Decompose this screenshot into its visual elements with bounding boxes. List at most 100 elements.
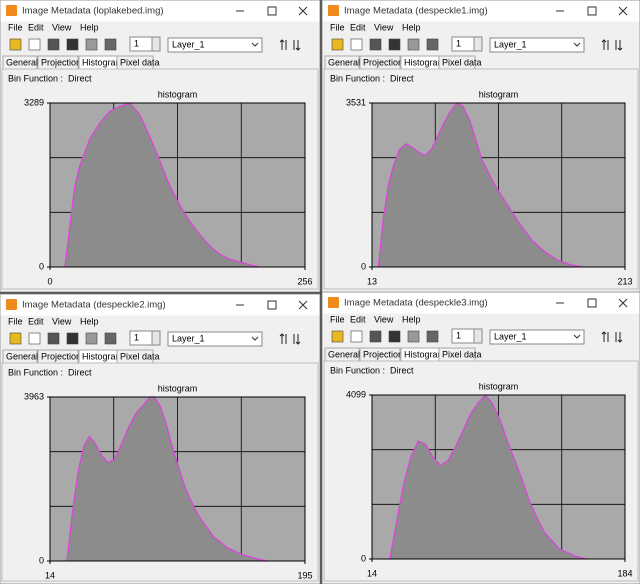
sort-button[interactable] xyxy=(279,39,287,50)
menu-item[interactable]: Help xyxy=(80,316,99,326)
toolbar-button[interactable] xyxy=(426,330,439,343)
y-tick-label: 0 xyxy=(39,261,44,271)
menu-item[interactable]: Help xyxy=(402,22,421,32)
tab-label: Pixel data xyxy=(120,57,160,67)
maximize-button[interactable] xyxy=(587,6,597,16)
toolbar-button[interactable] xyxy=(9,38,22,51)
close-button[interactable] xyxy=(618,298,628,308)
menu-item[interactable]: Edit xyxy=(350,314,366,324)
x-tick-label: 256 xyxy=(297,276,312,286)
y-tick-label: 3289 xyxy=(24,97,44,107)
menu-item[interactable]: View xyxy=(374,314,394,324)
toolbar-button[interactable] xyxy=(66,332,79,345)
sort-button[interactable] xyxy=(293,40,301,51)
toolbar-button[interactable] xyxy=(66,38,79,51)
maximize-button[interactable] xyxy=(267,6,277,16)
bin-function-label: Bin Function : xyxy=(330,73,385,83)
spinner-arrows[interactable] xyxy=(473,36,483,52)
menu-item[interactable]: File xyxy=(8,316,23,326)
toolbar-button[interactable] xyxy=(388,38,401,51)
layer-name: Layer_1 xyxy=(172,333,205,343)
tab-label: General xyxy=(6,351,38,361)
toolbar-button[interactable] xyxy=(47,332,60,345)
spinner-value: 1 xyxy=(134,332,139,342)
toolbar-button[interactable] xyxy=(47,38,60,51)
toolbar-button[interactable] xyxy=(85,332,98,345)
menu-item[interactable]: File xyxy=(8,22,23,32)
toolbar-button[interactable] xyxy=(331,38,344,51)
menu-item[interactable]: View xyxy=(374,22,394,32)
menu-item[interactable]: Edit xyxy=(350,22,366,32)
bin-function-label: Bin Function : xyxy=(330,365,385,375)
sort-button[interactable] xyxy=(615,40,623,51)
menu-item[interactable]: Edit xyxy=(28,22,44,32)
toolbar-button[interactable] xyxy=(426,38,439,51)
menu-item[interactable]: Help xyxy=(80,22,99,32)
histogram-line xyxy=(377,102,584,268)
toolbar-button[interactable] xyxy=(104,332,117,345)
toolbar-button[interactable] xyxy=(407,38,420,51)
spinner-value: 1 xyxy=(456,330,461,340)
toolbar-button[interactable] xyxy=(9,332,22,345)
sort-button[interactable] xyxy=(601,331,609,342)
window-title: Image Metadata (despeckle1.img) xyxy=(344,6,488,17)
menu-item[interactable]: Edit xyxy=(28,316,44,326)
menu-item[interactable]: Help xyxy=(402,314,421,324)
sort-button[interactable] xyxy=(293,334,301,345)
y-tick-label: 0 xyxy=(361,553,366,563)
toolbar-button[interactable] xyxy=(407,330,420,343)
toolbar-button[interactable] xyxy=(331,330,344,343)
dropdown-arrow xyxy=(251,336,259,341)
plot-border xyxy=(371,394,626,560)
tab-label: Projection xyxy=(41,57,81,67)
toolbar-button[interactable] xyxy=(28,332,41,345)
bin-function-label: Bin Function : xyxy=(8,73,63,83)
layer-dropdown[interactable] xyxy=(489,37,585,53)
layer-dropdown[interactable] xyxy=(167,331,263,347)
tab-label: Projection xyxy=(363,57,403,67)
maximize-button[interactable] xyxy=(587,298,597,308)
sort-button[interactable] xyxy=(615,332,623,343)
spinner-arrows[interactable] xyxy=(151,36,161,52)
toolbar-button[interactable] xyxy=(104,38,117,51)
app-icon xyxy=(328,297,339,308)
toolbar-button[interactable] xyxy=(369,38,382,51)
title-bar xyxy=(0,0,320,22)
close-button[interactable] xyxy=(618,6,628,16)
layer-dropdown[interactable] xyxy=(167,37,263,53)
sort-button[interactable] xyxy=(601,39,609,50)
tab-label: Pixel data xyxy=(442,349,482,359)
dropdown-arrow xyxy=(573,334,581,339)
layer-name: Layer_1 xyxy=(494,331,527,341)
menu-item[interactable]: File xyxy=(330,314,345,324)
y-tick-label: 0 xyxy=(361,261,366,271)
spinner-value: 1 xyxy=(134,38,139,48)
toolbar-button[interactable] xyxy=(388,330,401,343)
toolbar-button[interactable] xyxy=(350,330,363,343)
maximize-button[interactable] xyxy=(267,300,277,310)
menu-item[interactable]: View xyxy=(52,316,72,326)
toolbar-button[interactable] xyxy=(369,330,382,343)
x-tick-label: 13 xyxy=(367,276,377,286)
tab-label: General xyxy=(6,57,38,67)
toolbar-button[interactable] xyxy=(28,38,41,51)
close-button[interactable] xyxy=(298,300,308,310)
bin-function-value: Direct xyxy=(390,365,414,375)
layer-dropdown[interactable] xyxy=(489,329,585,345)
histogram-fill xyxy=(66,397,268,561)
title-bar xyxy=(322,0,640,22)
tab-label: Pixel data xyxy=(442,57,482,67)
menu-item[interactable]: View xyxy=(52,22,72,32)
spinner-arrows[interactable] xyxy=(151,330,161,346)
toolbar-button[interactable] xyxy=(85,38,98,51)
tab-label: Histogram xyxy=(404,349,445,359)
toolbar-button[interactable] xyxy=(350,38,363,51)
sort-button[interactable] xyxy=(279,333,287,344)
window-title: Image Metadata (loplakebed.img) xyxy=(22,6,164,17)
spinner-arrows[interactable] xyxy=(473,328,483,344)
close-button[interactable] xyxy=(298,6,308,16)
plot-border xyxy=(371,102,626,268)
menu-item[interactable]: File xyxy=(330,22,345,32)
x-tick-label: 184 xyxy=(617,568,632,578)
histogram-fill xyxy=(378,103,584,267)
